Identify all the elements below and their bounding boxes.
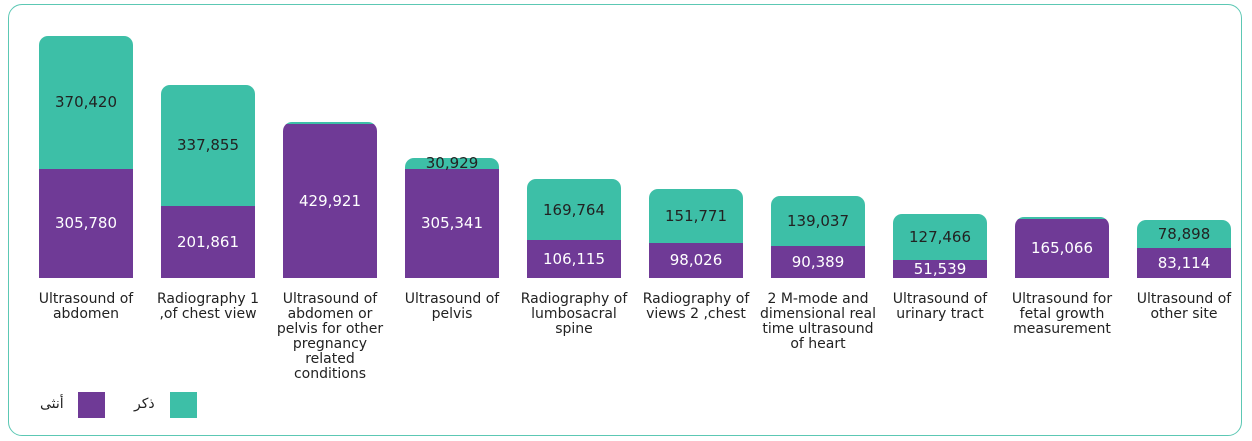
bar-segment [161, 205, 255, 278]
x-tick-label: Radiography 1 ,of chest view [157, 291, 259, 322]
value-label: 90,389 [791, 252, 845, 271]
x-tick-label: Ultrasound of abdomen or pelvis for othe… [276, 291, 384, 382]
bar-segment [405, 168, 499, 278]
bar-segment [1015, 217, 1109, 219]
bar-stack [893, 213, 987, 278]
value-label: 151,771 [664, 206, 728, 225]
x-tick-label: Ultrasound of urinary tract [892, 291, 988, 322]
legend-label: ذكر [134, 396, 155, 412]
value-label: 305,780 [54, 214, 118, 233]
legend-label: أنثى [40, 396, 64, 412]
bar-segment [39, 168, 133, 278]
x-tick-label: Ultrasound of other site [1136, 291, 1232, 322]
bar-stack [161, 84, 255, 278]
x-tick-label: Ultrasound of abdomen [38, 291, 134, 322]
value-label: 165,066 [1030, 239, 1094, 258]
bar-stack [283, 122, 377, 278]
x-tick-label: 2 M-mode and dimensional real time ultra… [760, 291, 876, 352]
bar-stack [1015, 217, 1109, 278]
x-tick-label: Ultrasound of pelvis [404, 291, 500, 322]
bar-segment [649, 188, 743, 243]
value-label: 305,341 [420, 214, 484, 233]
x-tick-label: Radiography of views 2 ,chest [642, 291, 750, 322]
value-label: 370,420 [54, 93, 118, 112]
bar-segment [771, 245, 865, 278]
chart-frame [8, 4, 1242, 436]
x-tick-label: Ultrasound for fetal growth measurement [1011, 291, 1113, 337]
bar-segment [527, 179, 621, 240]
bar-segment [893, 213, 987, 260]
bar-segment [1137, 248, 1231, 278]
value-label: 169,764 [542, 200, 606, 219]
bar-segment [649, 242, 743, 278]
x-tick-label: Radiography of lumbosacral spine [520, 291, 628, 337]
value-label: 106,115 [542, 250, 606, 268]
bar-segment [405, 157, 499, 169]
value-label: 78,898 [1157, 225, 1211, 244]
value-label: 83,114 [1157, 254, 1211, 273]
bar-segment [39, 35, 133, 169]
value-label: 51,539 [913, 259, 967, 278]
value-label: 127,466 [908, 227, 972, 246]
bar-segment [1137, 220, 1231, 249]
bar-stack [405, 157, 499, 278]
bar-segment [771, 195, 865, 246]
legend-swatch [170, 392, 197, 418]
value-label: 98,026 [669, 251, 723, 270]
bar-segment [1015, 218, 1109, 278]
bar-stack [39, 35, 133, 278]
bar-stack [527, 179, 621, 278]
bar-stack [1137, 220, 1231, 278]
bar-segment [283, 124, 377, 278]
bar-segment [161, 84, 255, 206]
bar-stack [771, 195, 865, 278]
bar-segment [283, 122, 377, 125]
value-label: 201,861 [176, 232, 240, 251]
value-label: 139,037 [786, 211, 850, 230]
bar-stack [649, 188, 743, 278]
legend-swatch [78, 392, 105, 418]
bar-segment [527, 240, 621, 278]
value-label: 337,855 [176, 136, 240, 155]
bar-segment [893, 259, 987, 278]
value-label: 429,921 [298, 192, 362, 211]
value-label: 30,929 [425, 154, 479, 173]
